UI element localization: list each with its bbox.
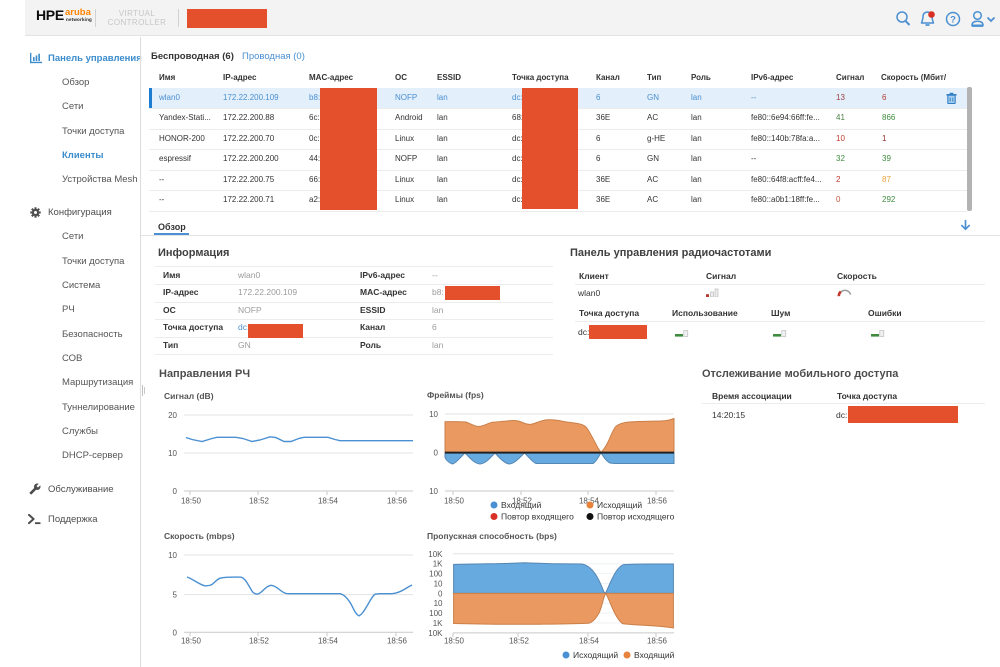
svg-text:18:56: 18:56 [647,637,668,646]
svg-text:100: 100 [429,609,443,618]
svg-text:18:56: 18:56 [387,497,408,506]
svg-text:Исходящий: Исходящий [573,650,618,660]
svg-text:Исходящий: Исходящий [597,500,642,510]
svg-text:18:54: 18:54 [579,637,600,646]
svg-text:Повтор исходящего: Повтор исходящего [597,512,675,522]
svg-text:20: 20 [168,411,177,420]
svg-text:18:52: 18:52 [512,497,533,506]
svg-text:18:56: 18:56 [647,497,668,506]
svg-text:18:50: 18:50 [181,637,202,646]
svg-text:Входящий: Входящий [634,650,675,660]
svg-text:1K: 1K [433,560,443,569]
svg-text:10K: 10K [428,550,443,559]
svg-text:10: 10 [168,551,177,560]
svg-text:18:52: 18:52 [249,637,270,646]
svg-text:18:54: 18:54 [579,497,600,506]
svg-text:0: 0 [434,449,439,458]
svg-text:18:52: 18:52 [509,637,530,646]
svg-text:18:50: 18:50 [444,497,465,506]
svg-text:100: 100 [429,570,443,579]
svg-text:5: 5 [173,591,178,600]
svg-text:18:50: 18:50 [181,497,202,506]
svg-text:18:54: 18:54 [318,497,339,506]
svg-text:18:50: 18:50 [444,637,465,646]
svg-text:10: 10 [168,449,177,458]
svg-text:0: 0 [438,589,443,598]
svg-text:18:54: 18:54 [318,637,339,646]
svg-text:10: 10 [434,580,443,589]
svg-text:0: 0 [173,487,178,496]
svg-text:10: 10 [429,487,438,496]
svg-text:Повтор входящего: Повтор входящего [501,512,574,522]
svg-text:Входящий: Входящий [501,500,542,510]
svg-text:10: 10 [434,599,443,608]
svg-text:10: 10 [429,410,438,419]
svg-text:1K: 1K [433,619,443,628]
svg-text:18:52: 18:52 [249,497,270,506]
svg-text:0: 0 [173,628,178,637]
svg-text:?: ? [950,14,956,25]
svg-text:10K: 10K [428,629,443,638]
svg-text:18:56: 18:56 [387,637,408,646]
